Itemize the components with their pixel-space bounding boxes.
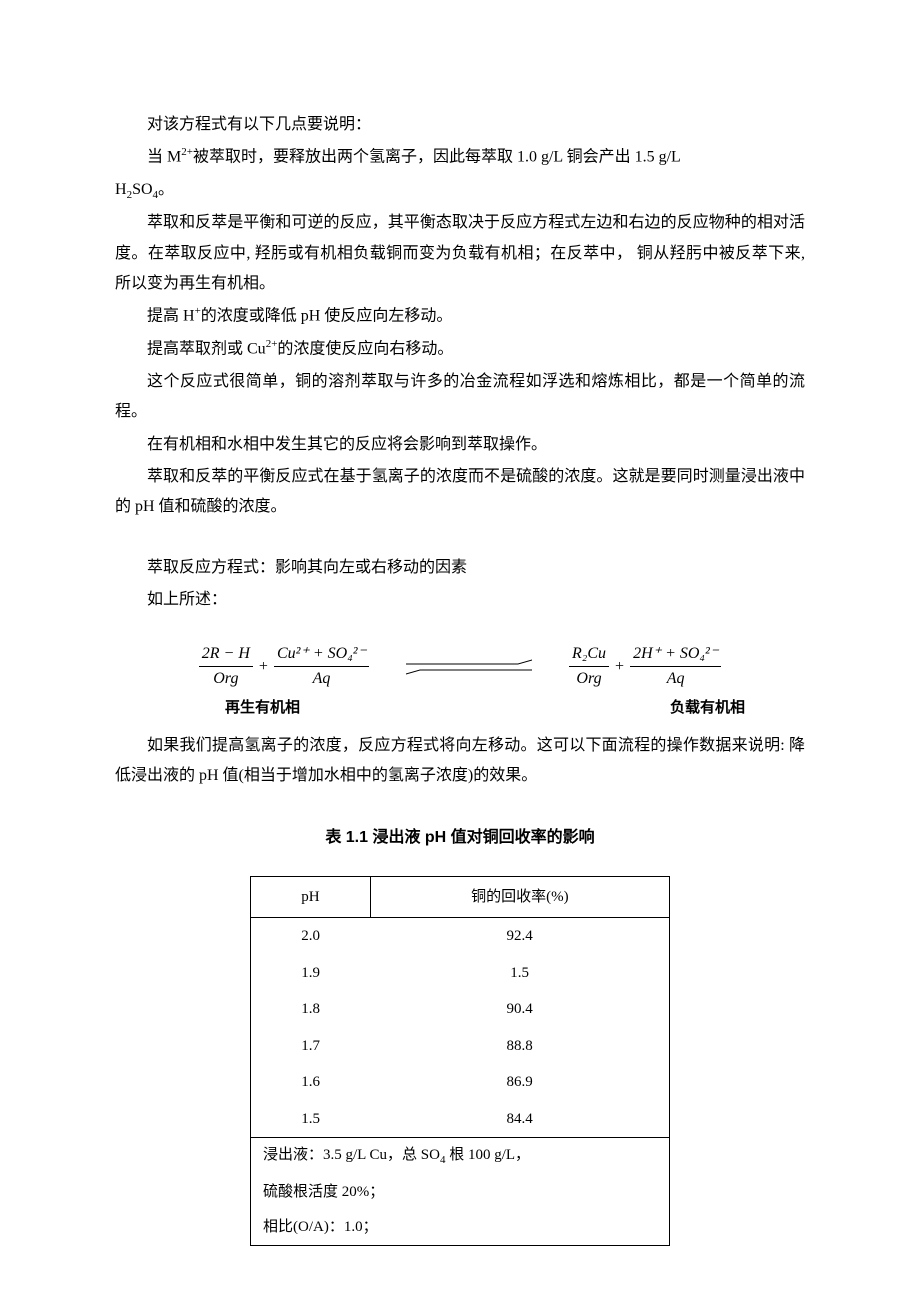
table-note-row: 相比(O/A)：1.0；	[251, 1210, 670, 1246]
paragraph-continuation: H2SO4。	[115, 175, 805, 206]
numerator: 2R − H	[199, 644, 253, 668]
text: 的浓度或降低 pH 使反应向左移动。	[201, 308, 453, 325]
table-title: 表 1.1 浸出液 pH 值对铜回收率的影响	[115, 823, 805, 853]
label-regenerated-organic: 再生有机相	[225, 694, 300, 723]
paragraph: 在有机相和水相中发生其它的反应将会影响到萃取操作。	[115, 430, 805, 460]
table-row: 1.890.4	[251, 991, 670, 1028]
text: H	[115, 181, 127, 198]
paragraph: 如果我们提高氢离子的浓度，反应方程式将向左移动。这可以下面流程的操作数据来说明:…	[115, 731, 805, 792]
text: SO	[132, 181, 152, 198]
paragraph: 当 M2+被萃取时，要释放出两个氢离子，因此每萃取 1.0 g/L 铜会产出 1…	[115, 142, 805, 173]
text: 浸出液：3.5 g/L Cu，总 SO	[263, 1147, 440, 1163]
cell-ph: 2.0	[251, 918, 371, 955]
text: 被萃取时，要释放出两个氢离子，因此每萃取 1.0 g/L 铜会产出 1.5 g/…	[193, 149, 681, 166]
equation-labels: 再生有机相 负载有机相	[115, 694, 805, 723]
cell-recovery: 86.9	[370, 1064, 669, 1101]
table-row: 1.686.9	[251, 1064, 670, 1101]
cell-recovery: 88.8	[370, 1028, 669, 1065]
equilibrium-arrow-icon	[369, 655, 569, 679]
plus-operator: +	[609, 652, 630, 682]
fraction-right-1: R₂Cu Org	[569, 644, 609, 691]
cell-recovery: 92.4	[370, 918, 669, 955]
superscript: 2+	[181, 146, 193, 158]
table-note: 浸出液：3.5 g/L Cu，总 SO4 根 100 g/L，	[251, 1138, 670, 1175]
paragraph: 如上所述：	[115, 585, 805, 615]
cell-ph: 1.8	[251, 991, 371, 1028]
table-header-row: pH 铜的回收率(%)	[251, 876, 670, 918]
paragraph: 提高 H+的浓度或降低 pH 使反应向左移动。	[115, 301, 805, 332]
text: 根 100 g/L，	[445, 1147, 530, 1163]
denominator: Org	[573, 667, 604, 690]
column-header-recovery: 铜的回收率(%)	[370, 876, 669, 918]
numerator: 2H⁺ + SO₄²⁻	[630, 644, 721, 668]
paragraph: 萃取和反萃是平衡和可逆的反应，其平衡态取决于反应方程式左边和右边的反应物种的相对…	[115, 208, 805, 299]
text: 提高萃取剂或 Cu	[147, 340, 266, 357]
numerator: R₂Cu	[569, 644, 609, 668]
denominator: Aq	[664, 667, 688, 690]
table-note-row: 浸出液：3.5 g/L Cu，总 SO4 根 100 g/L，	[251, 1138, 670, 1175]
cell-ph: 1.9	[251, 955, 371, 992]
denominator: Aq	[310, 667, 334, 690]
paragraph: 萃取和反萃的平衡反应式在基于氢离子的浓度而不是硫酸的浓度。这就是要同时测量浸出液…	[115, 462, 805, 523]
fraction-left-1: 2R − H Org	[199, 644, 253, 691]
table-row: 2.092.4	[251, 918, 670, 955]
cell-recovery: 84.4	[370, 1101, 669, 1138]
cell-recovery: 90.4	[370, 991, 669, 1028]
fraction-right-2: 2H⁺ + SO₄²⁻ Aq	[630, 644, 721, 691]
column-header-ph: pH	[251, 876, 371, 918]
spacer	[115, 525, 805, 553]
text: 。	[158, 181, 174, 198]
denominator: Org	[210, 667, 241, 690]
table-note-row: 硫酸根活度 20%；	[251, 1175, 670, 1210]
text: 的浓度使反应向右移动。	[277, 340, 453, 357]
cell-ph: 1.7	[251, 1028, 371, 1065]
table-row: 1.584.4	[251, 1101, 670, 1138]
paragraph: 这个反应式很简单，铜的溶剂萃取与许多的冶金流程如浮选和熔炼相比，都是一个简单的流…	[115, 367, 805, 428]
table-note: 硫酸根活度 20%；	[251, 1175, 670, 1210]
plus-operator: +	[253, 652, 274, 682]
cell-ph: 1.6	[251, 1064, 371, 1101]
chemical-equation: 2R − H Org + Cu²⁺ + SO₄²⁻ Aq R₂Cu Org + …	[115, 644, 805, 723]
paragraph: 提高萃取剂或 Cu2+的浓度使反应向右移动。	[115, 334, 805, 365]
paragraph: 对该方程式有以下几点要说明：	[115, 110, 805, 140]
equation-row: 2R − H Org + Cu²⁺ + SO₄²⁻ Aq R₂Cu Org + …	[115, 644, 805, 691]
numerator: Cu²⁺ + SO₄²⁻	[274, 644, 369, 668]
superscript: 2+	[266, 338, 278, 350]
table-row: 1.788.8	[251, 1028, 670, 1065]
cell-recovery: 1.5	[370, 955, 669, 992]
paragraph: 萃取反应方程式：影响其向左或右移动的因素	[115, 553, 805, 583]
table-note: 相比(O/A)：1.0；	[251, 1210, 670, 1246]
text: 当 M	[147, 149, 181, 166]
text: 提高 H	[147, 308, 195, 325]
cell-ph: 1.5	[251, 1101, 371, 1138]
ph-recovery-table: pH 铜的回收率(%) 2.092.41.91.51.890.41.788.81…	[250, 876, 670, 1246]
label-loaded-organic: 负载有机相	[670, 694, 745, 723]
fraction-left-2: Cu²⁺ + SO₄²⁻ Aq	[274, 644, 369, 691]
table-row: 1.91.5	[251, 955, 670, 992]
